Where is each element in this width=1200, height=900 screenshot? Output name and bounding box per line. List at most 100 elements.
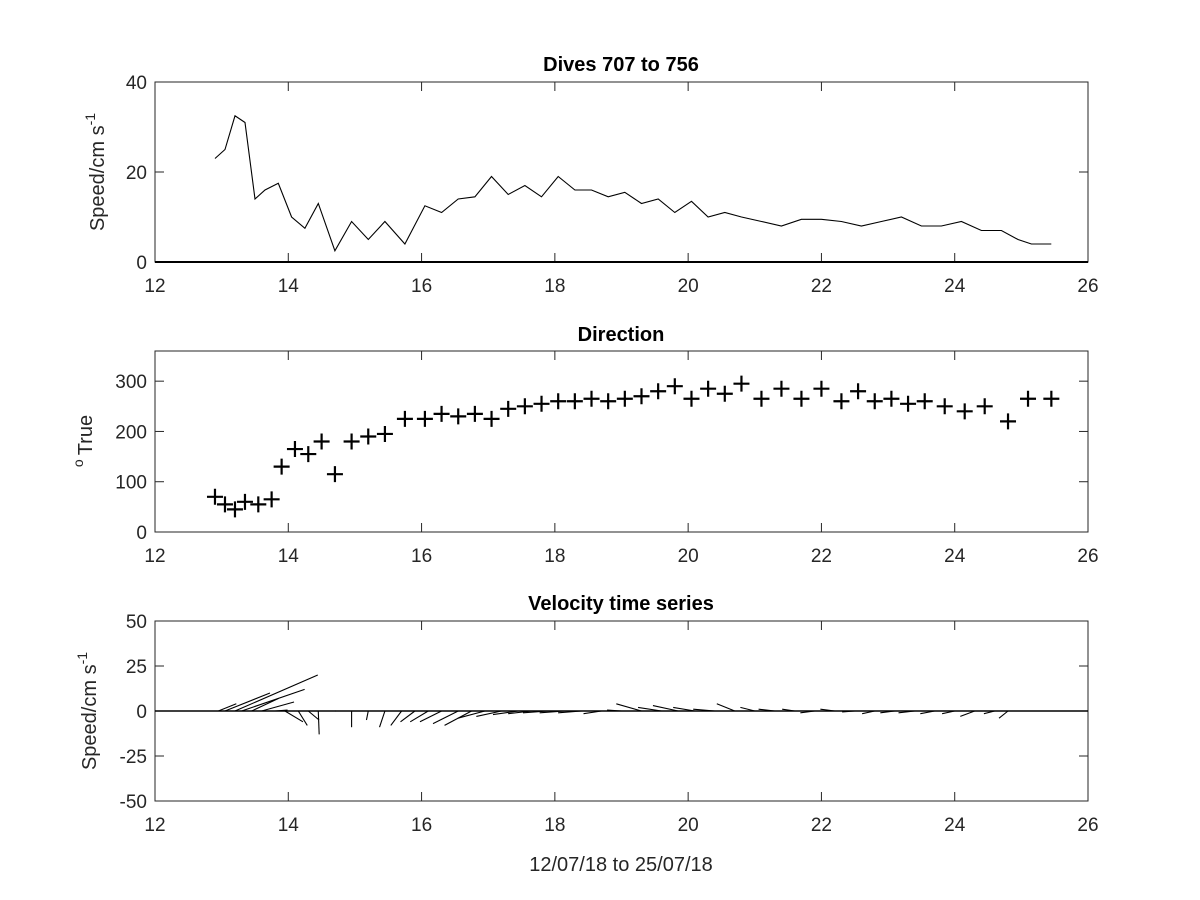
velocity-vector [716, 703, 735, 712]
data-point [976, 398, 993, 415]
velocity-vector [365, 710, 369, 721]
velocity-vector [476, 710, 502, 717]
data-point [286, 441, 303, 458]
plot-velocity: 12 14 16 18 20 22 24 26 -50 -25 0 25 50 [120, 612, 1099, 836]
data-point [793, 390, 810, 407]
data-point [666, 378, 683, 395]
data-point [516, 398, 533, 415]
chart-title-direction: Direction [578, 324, 665, 346]
data-point [936, 398, 953, 415]
velocity-vector [920, 710, 935, 715]
data-point [616, 390, 633, 407]
y-tick-label: 20 [126, 163, 147, 184]
y-tick-label: 0 [136, 253, 147, 274]
velocity-vector [224, 692, 271, 712]
velocity-vector [419, 710, 442, 723]
velocity-vector [898, 710, 915, 714]
velocity-vector [880, 710, 895, 714]
data-point [376, 425, 393, 442]
data-point [483, 410, 500, 427]
velocity-vector [820, 708, 835, 712]
data-point [650, 383, 667, 400]
velocity-vector [522, 710, 549, 714]
velocity-vector [862, 710, 875, 715]
velocity-vector [432, 710, 459, 725]
data-point [433, 405, 450, 422]
y-tick-label: 200 [115, 422, 147, 443]
data-point [753, 390, 770, 407]
data-point [226, 501, 243, 518]
x-tick-label: 16 [411, 546, 432, 567]
panel-speed: 12 14 16 18 20 22 24 26 0 20 40 Dives 707 to 756 S… [82, 54, 1099, 297]
y-tick-label: 40 [126, 73, 147, 94]
velocity-vector [261, 701, 295, 712]
axes-box-speed [154, 81, 1089, 263]
data-point [360, 428, 377, 445]
y-tick-label: -25 [120, 747, 147, 768]
data-point [773, 380, 790, 397]
data-point [916, 393, 933, 410]
x-tick-label: 18 [544, 276, 565, 297]
velocity-vector [941, 710, 955, 715]
x-tick-label: 14 [278, 815, 300, 836]
chart-title-velocity: Velocity time series [528, 593, 714, 615]
data-point [566, 393, 583, 410]
velocity-vector [409, 710, 429, 723]
data-point [956, 403, 973, 420]
x-tick-label: 24 [944, 815, 966, 836]
y-axis-label-velocity: Speed/cm s-1 [74, 652, 101, 770]
velocity-vector [457, 710, 486, 719]
data-point [813, 380, 830, 397]
data-point [600, 393, 617, 410]
x-tick-label: 12 [144, 815, 165, 836]
x-tick-label: 14 [278, 546, 300, 567]
x-tick-label: 26 [1077, 546, 1098, 567]
y-tick-label: 0 [136, 523, 147, 544]
velocity-vector [673, 706, 695, 712]
velocity-vector [616, 703, 642, 712]
series-line [214, 114, 1052, 253]
x-tick-label: 26 [1077, 276, 1098, 297]
x-tick-label: 22 [811, 815, 832, 836]
velocity-vector [539, 710, 565, 714]
x-tick-label: 20 [678, 546, 699, 567]
y-axis-label-velocity-sup: -1 [74, 652, 90, 665]
data-point [1000, 413, 1017, 430]
velocity-vector [782, 708, 795, 712]
data-point [683, 390, 700, 407]
data-point [450, 408, 467, 425]
data-point [236, 493, 253, 510]
y-tick-label: 100 [115, 473, 147, 494]
x-tick-label: 12 [144, 546, 165, 567]
data-point [533, 395, 550, 412]
data-point [300, 446, 317, 463]
data-point [700, 380, 717, 397]
velocity-vector [983, 710, 995, 715]
x-tick-label: 24 [944, 546, 966, 567]
chart-title-speed: Dives 707 to 756 [543, 54, 699, 76]
plot-direction: 12 14 16 18 20 22 24 26 0 100 200 300 [115, 351, 1099, 567]
y-axis-label-speed-text: Speed/cm s [87, 125, 109, 231]
data-point [273, 458, 290, 475]
velocity-vector [693, 708, 715, 712]
velocity-vector [241, 688, 305, 712]
data-point [263, 491, 280, 508]
data-point [216, 496, 233, 513]
velocity-vector [508, 710, 532, 715]
data-point [866, 393, 883, 410]
velocity-vector [652, 705, 679, 712]
data-point [716, 385, 733, 402]
y-tick-label: 25 [126, 657, 147, 678]
velocity-vector [740, 706, 755, 712]
data-point [850, 383, 867, 400]
plot-speed: 12 14 16 18 20 22 24 26 0 20 40 [126, 73, 1099, 297]
velocity-vector [284, 710, 304, 723]
x-tick-label: 12 [144, 276, 165, 297]
x-tick-label: 24 [944, 276, 966, 297]
x-tick-label: 22 [811, 276, 832, 297]
y-axis-label-speed: Speed/cm s-1 [82, 113, 109, 231]
velocity-vector [960, 710, 975, 717]
panel-direction: 12 14 16 18 20 22 24 26 0 100 200 300 Direction o Tr… [70, 324, 1099, 567]
velocity-vector [400, 710, 416, 723]
